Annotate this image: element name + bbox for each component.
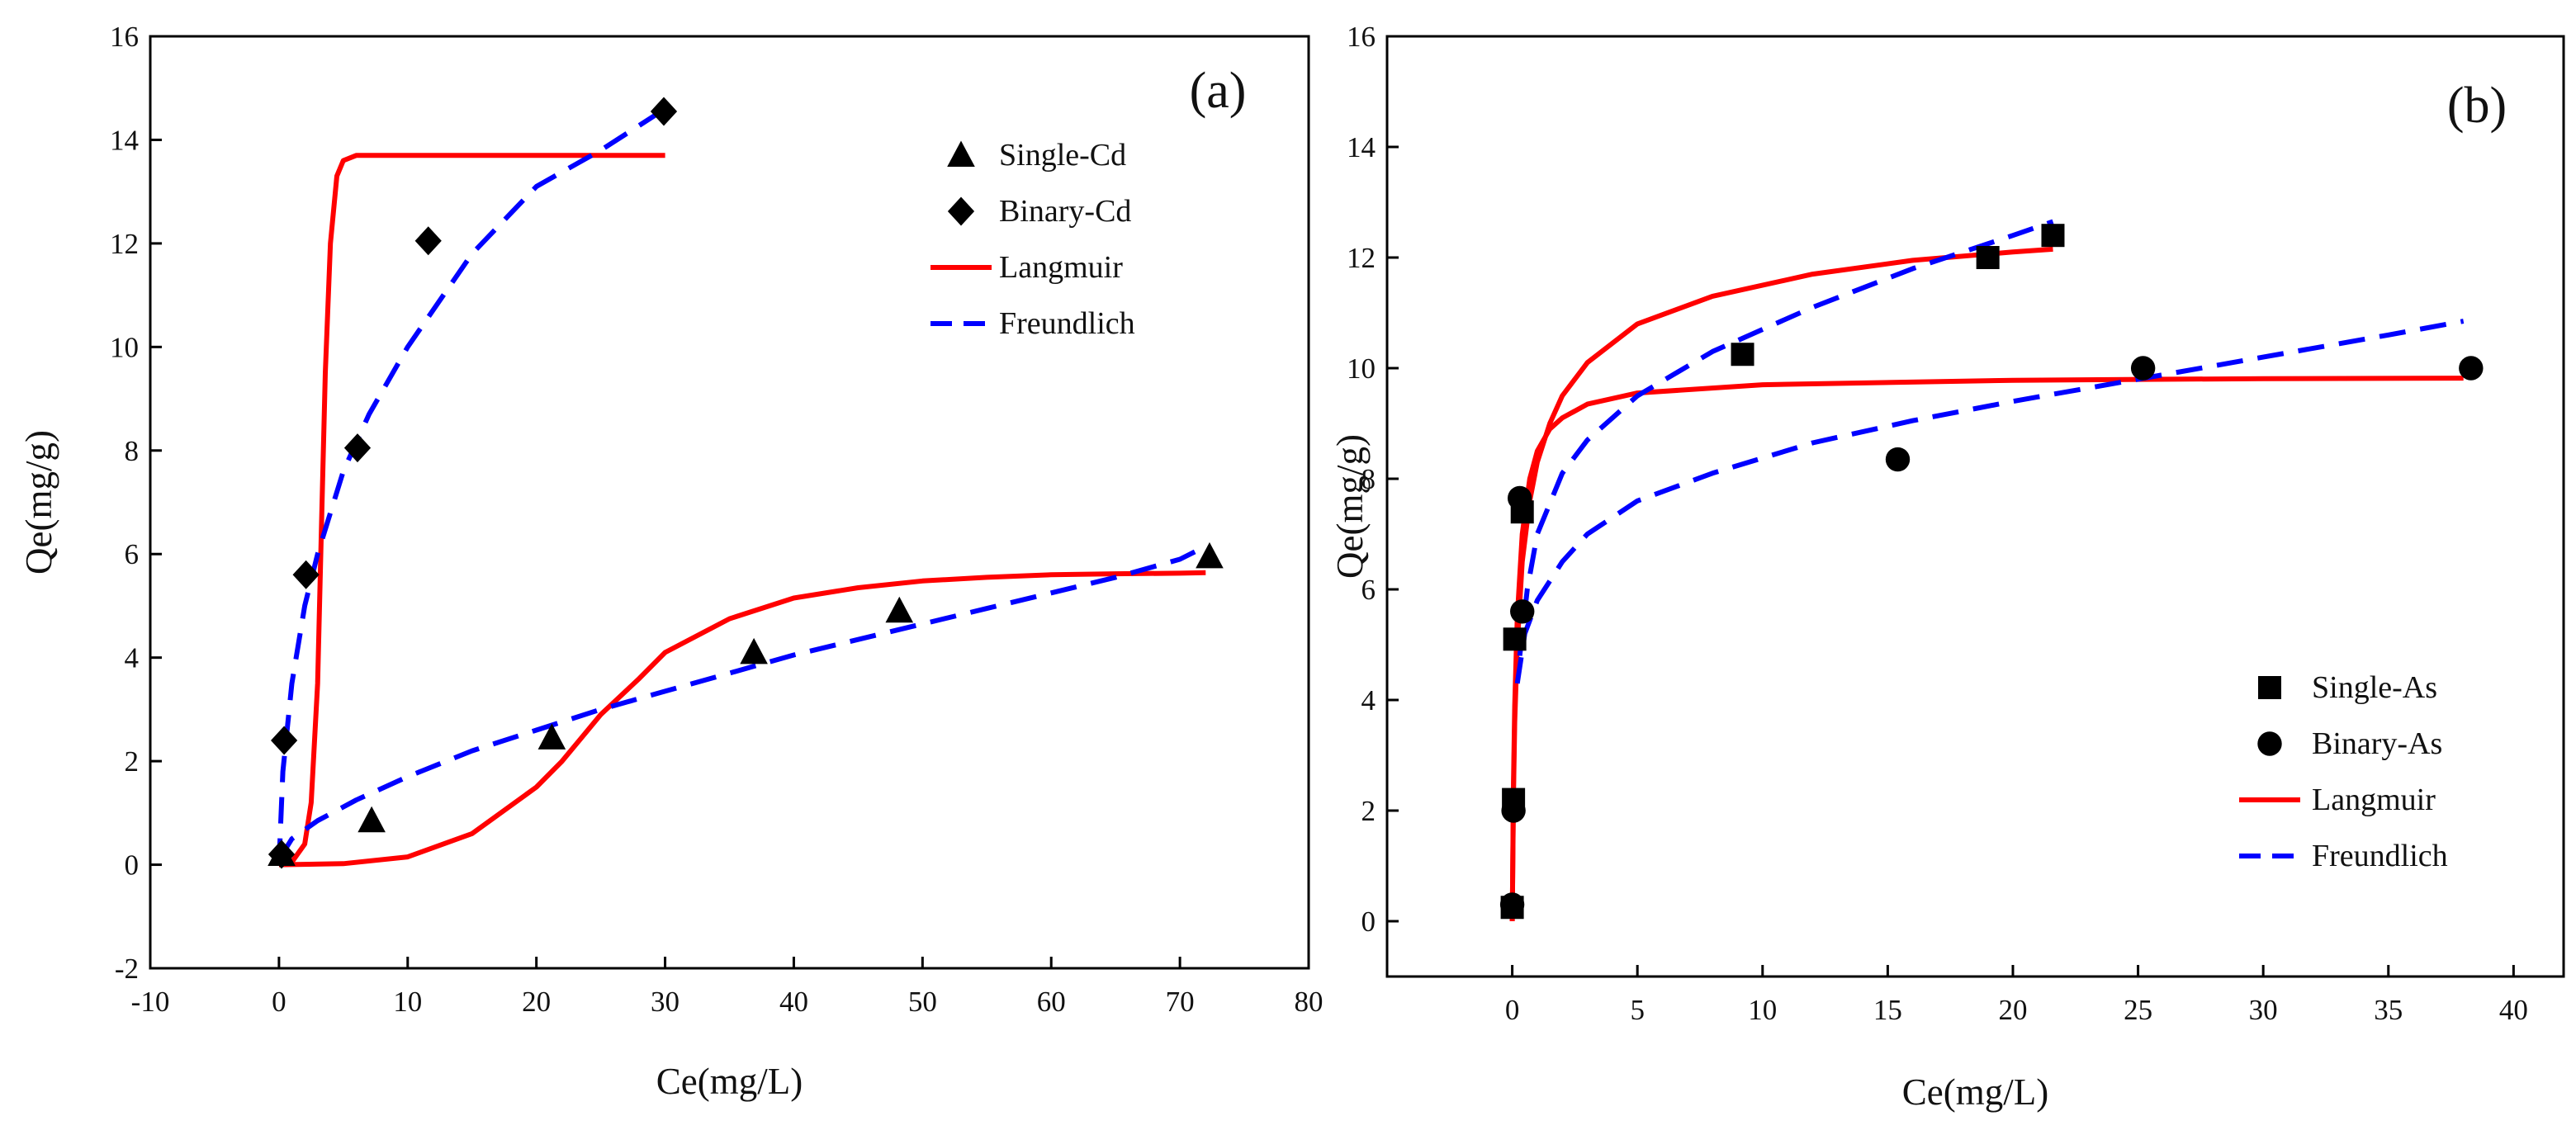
x-tick-label-a: 70 [1166,986,1195,1018]
x-tick-label-b: 0 [1505,994,1520,1026]
binary-as-point-1 [1501,798,1525,822]
legend-label-a: Langmuir [999,250,1123,285]
binary-as-point-2 [1508,486,1532,510]
x-tick-label-a: -10 [131,986,170,1018]
binary-as-point-0 [1500,892,1524,916]
legend-marker-binary-cd [948,197,974,226]
y-tick-label-a: 2 [125,745,140,778]
panel-b-chart: 0 5 10 15 20 25 30 35 400246810121416Ce(mg/L)Qe(… [1329,21,2564,1113]
freundlich-curve-a-5 [279,546,1205,860]
x-tick-label-a: 40 [779,986,808,1018]
y-axis-title-a: Qe(mg/g) [18,430,59,575]
x-tick-label-a: 10 [393,986,422,1018]
y-tick-label-a: -2 [115,953,139,985]
legend-label-a: Single-Cd [999,138,1126,173]
langmuir-curve-b-2 [1513,249,2053,921]
single-cd-point-1 [358,806,386,833]
y-axis-title-b: Qe(mg/g) [1329,434,1371,579]
y-tick-label-a: 14 [110,124,139,156]
legend-label-b: Single-As [2312,670,2437,705]
y-tick-label-b: 14 [1347,131,1376,163]
y-tick-label-a: 16 [110,21,139,53]
legend-a: Single-Cd Binary-Cd Langmuir Freundlich [930,138,1135,341]
y-tick-label-a: 10 [110,331,139,363]
langmuir-curve-a-4 [279,573,1205,865]
x-tick-label-a: 30 [651,986,680,1018]
x-tick-label-a: 60 [1037,986,1066,1018]
y-tick-label-a: 0 [125,849,140,882]
legend-marker-binary-as [2257,731,2281,755]
x-tick-label-a: 50 [908,986,937,1018]
single-cd-point-5 [1196,542,1224,569]
y-tick-label-b: 12 [1347,242,1376,274]
y-tick-label-b: 0 [1361,906,1376,938]
legend-label-a: Binary-Cd [999,194,1131,229]
x-tick-label-b: 25 [2124,994,2152,1026]
x-tick-label-b: 20 [1998,994,2027,1026]
single-as-point-2 [1503,627,1527,650]
y-tick-label-a: 4 [125,642,140,674]
legend-label-b: Langmuir [2312,783,2436,817]
single-as-point-5 [1977,246,2000,269]
x-tick-label-b: 40 [2499,994,2528,1026]
y-tick-label-a: 6 [125,538,140,570]
legend-label-a: Freundlich [999,306,1135,341]
panel-label-a: (a) [1190,63,1247,119]
panel-label-b: (b) [2447,78,2507,134]
y-tick-label-b: 4 [1361,684,1376,716]
y-tick-label-a: 8 [125,435,140,467]
single-as-point-4 [1731,343,1754,366]
freundlich-curve-b-4 [1520,221,2053,655]
single-cd-point-4 [885,597,913,623]
plot-frame-b [1387,36,2564,977]
binary-as-point-6 [2459,356,2483,380]
legend-marker-single-as [2258,676,2281,699]
x-axis-title-a: Ce(mg/L) [656,1061,803,1102]
legend-marker-single-cd [947,141,975,168]
x-tick-label-a: 0 [272,986,286,1018]
x-tick-label-b: 35 [2374,994,2403,1026]
binary-cd-point-4 [415,226,442,255]
x-tick-label-a: 20 [522,986,551,1018]
y-tick-label-b: 10 [1347,352,1376,385]
y-tick-label-a: 12 [110,228,139,260]
single-cd-point-3 [740,638,768,664]
langmuir-curve-a-2 [279,155,665,864]
single-as-point-6 [2041,224,2064,247]
y-tick-label-b: 2 [1361,795,1376,827]
binary-cd-point-1 [271,726,297,755]
x-axis-title-b: Ce(mg/L) [1902,1071,2048,1113]
freundlich-curve-b-5 [1518,321,2464,683]
x-tick-label-b: 5 [1630,994,1645,1026]
legend-b: Single-As Binary-As Langmuir Freundlich [2239,670,2448,873]
legend-label-b: Freundlich [2312,839,2448,873]
binary-as-point-3 [1510,599,1534,623]
x-tick-label-b: 30 [2249,994,2278,1026]
panel-a-chart: -10 0 10 20 30 40 50 60 70 80 -2 0 2 4 6 8 10 12 14 16 Ce(mg… [18,21,1324,1102]
x-tick-label-b: 15 [1873,994,1902,1026]
binary-as-point-4 [1886,447,1910,471]
x-tick-label-a: 80 [1295,986,1324,1018]
binary-cd-point-5 [651,97,677,125]
y-tick-label-b: 16 [1347,21,1376,53]
isotherm-figure: -10 0 10 20 30 40 50 60 70 80-20246810121416Ce(mg… [0,0,2576,1135]
x-tick-label-b: 10 [1748,994,1777,1026]
binary-as-point-5 [2131,356,2155,380]
legend-label-b: Binary-As [2312,726,2442,761]
